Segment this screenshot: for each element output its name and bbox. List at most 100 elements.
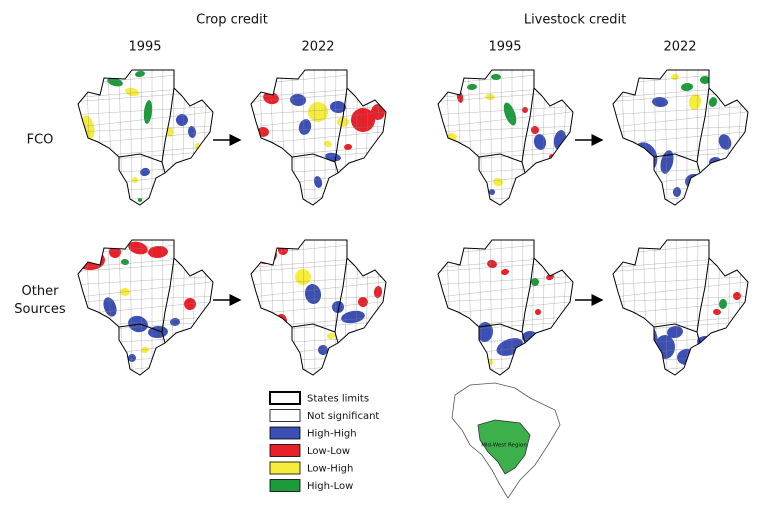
municipal-border (613, 70, 618, 205)
legend-swatch (269, 461, 301, 475)
municipal-border (613, 125, 748, 133)
municipal-border (78, 110, 213, 129)
municipal-border (251, 275, 386, 286)
municipal-border (78, 105, 213, 116)
cluster-patch (125, 87, 139, 97)
municipal-border (211, 70, 213, 205)
municipal-border (251, 105, 386, 116)
municipal-border (613, 105, 748, 116)
cluster-patch (522, 107, 528, 113)
year-label: 1995 (128, 40, 161, 55)
region-fill (251, 240, 386, 375)
cluster-patch (700, 76, 710, 84)
year-label: 2022 (301, 40, 334, 55)
cluster-patch (718, 134, 732, 150)
municipal-border (438, 240, 443, 375)
column-title: Crop credit (196, 13, 268, 28)
legend-swatch (269, 426, 301, 440)
cluster-patch (652, 96, 668, 108)
cluster-patch (308, 102, 328, 122)
cluster-patch (295, 269, 311, 285)
municipal-border (78, 125, 213, 133)
year-label: 2022 (663, 40, 696, 55)
cluster-patch (143, 100, 153, 124)
cluster-patch (135, 70, 145, 78)
cluster-patch (467, 83, 477, 91)
municipal-border (251, 295, 386, 303)
municipal-border (489, 70, 493, 205)
municipal-border (664, 70, 668, 205)
municipal-border (438, 280, 573, 299)
cluster-patch (533, 134, 547, 150)
cluster-patch (503, 102, 517, 126)
state-border (478, 87, 535, 174)
municipal-border (251, 280, 386, 299)
legend-label: States limits (307, 394, 369, 405)
state-map (612, 69, 749, 206)
state-map (77, 69, 214, 206)
cluster-patch (263, 91, 279, 105)
municipal-border (613, 240, 618, 375)
municipal-border (129, 240, 133, 375)
cluster-patch (128, 354, 136, 362)
mid-west-region (477, 419, 531, 475)
legend-swatch (269, 479, 301, 492)
region-fill (438, 70, 573, 205)
municipal-border (571, 240, 573, 375)
cluster-patch (107, 77, 123, 87)
cluster-patch (78, 135, 87, 145)
cluster-patch (120, 287, 130, 297)
cluster-patch (370, 104, 386, 120)
municipal-border (489, 240, 493, 375)
state-border (118, 257, 175, 344)
municipal-border (438, 110, 573, 129)
municipal-border (746, 240, 748, 375)
legend-label: Low-High (307, 464, 353, 475)
state-map (437, 69, 574, 206)
cluster-patch (330, 100, 346, 114)
state-map (612, 239, 749, 376)
cluster-patch (332, 301, 344, 313)
cluster-patch (535, 309, 541, 315)
legend: States limits Not significant High-High Low… (269, 391, 379, 492)
cluster-patch (501, 268, 509, 276)
municipal-border (140, 240, 143, 375)
cluster-patch (708, 97, 718, 107)
state-border (291, 87, 348, 174)
cluster-patch (167, 127, 173, 137)
cluster-patch (176, 114, 188, 126)
cluster-patch (688, 94, 702, 110)
municipal-border (302, 70, 306, 205)
legend-swatch (269, 444, 301, 457)
municipal-border (78, 240, 83, 375)
municipal-border (438, 125, 573, 133)
municipal-border (313, 240, 316, 375)
municipal-border (129, 70, 133, 205)
cluster-patch (487, 259, 497, 269)
municipal-border (613, 275, 748, 286)
cluster-patch (447, 322, 477, 358)
cluster-patch (733, 292, 741, 300)
legend-label: Not significant (307, 411, 379, 422)
state-map (250, 69, 387, 206)
municipal-border (613, 295, 748, 303)
municipal-border (746, 70, 748, 205)
cluster-patch (344, 143, 352, 151)
municipal-border (251, 125, 386, 133)
cluster-patch (667, 325, 683, 339)
cluster-patch (713, 308, 721, 316)
municipal-border (78, 275, 213, 286)
legend-label: High-Low (307, 481, 353, 492)
row-label: Other Sources (14, 284, 66, 317)
municipal-border (438, 275, 573, 286)
state-border (118, 87, 175, 174)
state-map (437, 239, 574, 376)
column-title: Livestock credit (524, 13, 626, 28)
municipal-border (438, 70, 443, 205)
state-map (250, 239, 387, 376)
municipal-border (251, 70, 256, 205)
municipal-border (78, 280, 213, 299)
cluster-patch (358, 297, 368, 307)
cluster-patch (318, 345, 328, 355)
municipal-border (384, 240, 386, 375)
